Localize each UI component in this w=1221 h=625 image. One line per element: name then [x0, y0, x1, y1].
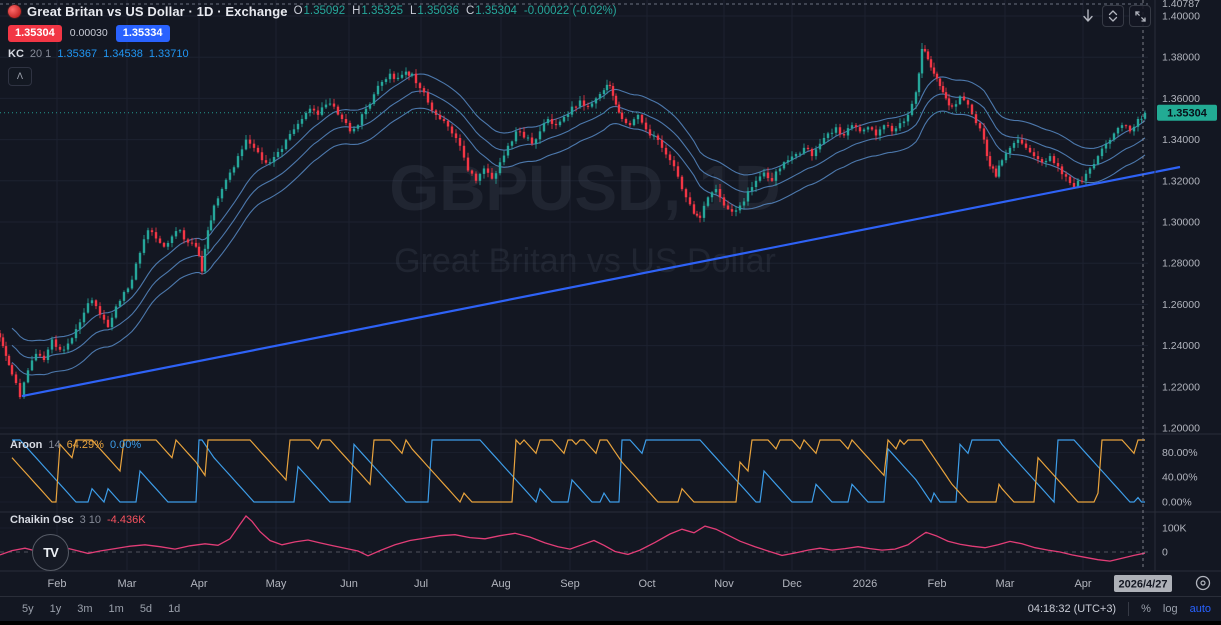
- bottom-toolbar: 5y 1y 3m 1m 5d 1d 04:18:32 (UTC+3) % log…: [0, 596, 1221, 621]
- tradingview-logo[interactable]: TV: [32, 534, 69, 571]
- month-label: Apr: [190, 578, 207, 590]
- kc-upper-value: 1.35367: [57, 48, 98, 60]
- maximize-pane-icon[interactable]: [1129, 5, 1151, 27]
- svg-text:1.35304: 1.35304: [1167, 108, 1208, 120]
- kc-mid-value: 1.34538: [103, 48, 143, 60]
- keltner-legend[interactable]: KC 20 1 1.35367 1.34538 1.33710: [8, 48, 189, 60]
- range-selector: 5y 1y 3m 1m 5d 1d: [0, 603, 180, 615]
- axis-tick-label: 1.28000: [1162, 258, 1200, 270]
- collapse-pane-icon[interactable]: [1102, 5, 1124, 27]
- aroon-plot: [11, 438, 1145, 504]
- chart-legend: Great Britan vs US Dollar · 1D · Exchang…: [8, 5, 617, 86]
- percent-scale-button[interactable]: %: [1141, 603, 1151, 615]
- aroon-down-value: 0.00%: [109, 439, 142, 451]
- axis-tick-label: 1.34000: [1162, 134, 1200, 146]
- axis-tick-label: 1.26000: [1162, 299, 1200, 311]
- ask-badge[interactable]: 1.35334: [115, 25, 170, 42]
- chart-quick-actions: [1079, 5, 1151, 27]
- ohlc-values: O1.35092 H1.35325 L1.35036 C1.35304 -0.0…: [293, 4, 617, 17]
- last-price-badge: 1.35304: [1157, 104, 1217, 121]
- bid-badge[interactable]: 1.35304: [8, 25, 62, 42]
- chaikin-legend[interactable]: Chaikin Osc 3 10 -4.436K: [10, 514, 146, 526]
- timezone-icon[interactable]: [1195, 575, 1211, 591]
- kc-lower-value: 1.33710: [148, 48, 189, 60]
- month-label: Apr: [1074, 578, 1091, 590]
- month-label: Jul: [414, 578, 428, 590]
- month-label: Feb: [928, 578, 947, 590]
- axis-tick-label: 1.38000: [1162, 52, 1200, 64]
- price-axis[interactable]: 1.40000 1.38000 1.36000 1.34000 1.32000 1.300…: [1162, 0, 1200, 559]
- month-label: Oct: [638, 578, 655, 590]
- trendline[interactable]: [21, 165, 1181, 398]
- svg-text:GBPUSD, 1D: GBPUSD, 1D: [389, 152, 780, 224]
- range-1m[interactable]: 1m: [108, 603, 124, 615]
- svg-text:Great Britan vs US Dollar: Great Britan vs US Dollar: [394, 242, 776, 280]
- month-label: Nov: [714, 578, 734, 590]
- svg-text:2026/4/27: 2026/4/27: [1119, 579, 1168, 591]
- axis-tick-label: 0: [1162, 547, 1168, 559]
- grid-lines: [0, 0, 1148, 570]
- month-label: Feb: [48, 578, 67, 590]
- watermark: GBPUSD, 1D Great Britan vs US Dollar: [389, 152, 780, 280]
- toolbar-divider: [1128, 602, 1130, 616]
- spread-value: 0.00030: [69, 27, 108, 40]
- auto-scale-button[interactable]: auto: [1189, 603, 1211, 615]
- symbol-logo-icon: [8, 5, 21, 18]
- aroon-up-value: 64.29%: [66, 439, 104, 451]
- axis-tick-label: 0.00%: [1162, 497, 1192, 509]
- symbol-title[interactable]: Great Britan vs US Dollar · 1D · Exchang…: [27, 4, 288, 19]
- axis-tick-label: 1.40787: [1162, 0, 1200, 10]
- month-label: Mar: [996, 578, 1015, 590]
- low-value: 1.35036: [417, 4, 459, 17]
- high-value: 1.35325: [361, 4, 403, 17]
- legend-collapse-button[interactable]: ᐱ: [8, 67, 32, 86]
- axis-tick-label: 1.32000: [1162, 175, 1200, 187]
- chart-background: [0, 0, 1221, 596]
- chevron-up-icon: ᐱ: [16, 71, 24, 81]
- range-5y[interactable]: 5y: [22, 603, 34, 615]
- range-3m[interactable]: 3m: [77, 603, 93, 615]
- month-label: Dec: [782, 578, 802, 590]
- axis-tick-label: 1.30000: [1162, 217, 1200, 229]
- candlestick-series: [0, 42, 1147, 400]
- clock-timezone[interactable]: 04:18:32 (UTC+3): [1027, 603, 1117, 615]
- crosshair-date-badge: 2026/4/27: [1114, 575, 1172, 592]
- axis-tick-label: 1.36000: [1162, 93, 1200, 105]
- scroll-to-recent-icon[interactable]: [1079, 6, 1097, 26]
- month-label: Aug: [491, 578, 511, 590]
- bottom-strip: [0, 621, 1221, 625]
- axis-tick-label: 100K: [1162, 523, 1187, 535]
- chaikin-value: -4.436K: [107, 514, 146, 526]
- month-label: Jun: [340, 578, 358, 590]
- aroon-legend[interactable]: Aroon 14 64.29% 0.00%: [10, 439, 142, 451]
- axis-tick-label: 1.22000: [1162, 381, 1200, 393]
- axis-tick-label: 1.40000: [1162, 11, 1200, 23]
- open-value: 1.35092: [303, 4, 346, 17]
- range-5d[interactable]: 5d: [139, 603, 153, 615]
- range-1d[interactable]: 1d: [168, 603, 181, 615]
- month-label: Mar: [118, 578, 137, 590]
- month-label: May: [266, 578, 287, 590]
- month-label: Sep: [560, 578, 580, 590]
- axis-tick-label: 80.00%: [1162, 447, 1198, 459]
- close-value: 1.35304: [475, 4, 517, 17]
- axis-tick-label: 1.24000: [1162, 340, 1200, 352]
- range-1y[interactable]: 1y: [49, 603, 62, 615]
- month-label: 2026: [853, 578, 877, 590]
- axis-tick-label: 40.00%: [1162, 472, 1198, 484]
- change-value: -0.00022 (-0.02%): [523, 4, 617, 17]
- axis-tick-label: 1.20000: [1162, 423, 1200, 435]
- chart-canvas[interactable]: GBPUSD, 1D Great Britan vs US Dollar 1.400…: [0, 0, 1221, 596]
- chaikin-plot: [0, 515, 1148, 562]
- log-scale-button[interactable]: log: [1162, 603, 1178, 615]
- time-axis[interactable]: Feb Mar Apr May Jun Jul Aug Sep Oct Nov Dec 2026 Feb…: [48, 578, 1092, 590]
